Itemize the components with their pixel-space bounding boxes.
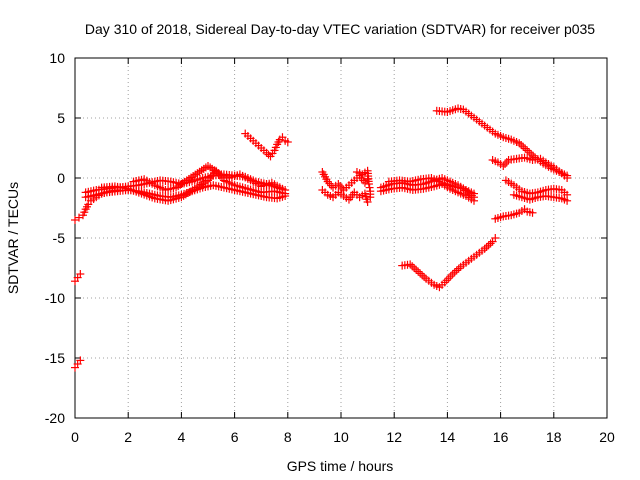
y-tick-label: -10 <box>45 290 65 306</box>
data-point <box>486 239 495 248</box>
x-tick-label: 4 <box>178 429 186 445</box>
x-axis-title: GPS time / hours <box>287 458 394 474</box>
data-point <box>363 198 372 206</box>
data-point <box>499 162 508 170</box>
data-point <box>454 264 463 273</box>
x-tick-label: 16 <box>493 429 509 445</box>
data-point <box>323 177 332 186</box>
x-tick-label: 0 <box>71 429 79 445</box>
series-right-low <box>491 205 537 223</box>
series-arc-6-8 <box>241 129 292 161</box>
series-band-0-c <box>97 166 290 205</box>
data-point <box>278 184 287 193</box>
chart-title: Day 310 of 2018, Sidereal Day-to-day VTE… <box>85 21 595 37</box>
data-point <box>365 183 374 192</box>
data-point <box>482 243 491 251</box>
y-axis: -20 -15 -10 -5 0 5 10 <box>45 50 607 426</box>
data-point <box>412 265 421 274</box>
data-point <box>414 267 423 276</box>
data-point <box>491 234 500 242</box>
data-point <box>502 158 511 166</box>
data-point <box>334 180 343 188</box>
series-cluster-10-c <box>352 166 375 202</box>
x-tick-label: 18 <box>546 429 562 445</box>
data-point <box>325 179 334 188</box>
data-point <box>408 262 417 271</box>
data-point <box>444 274 453 283</box>
grid <box>75 58 607 418</box>
data-point <box>452 266 461 275</box>
data-point <box>416 269 425 278</box>
series-high-arc <box>432 104 572 180</box>
series-start-low-15 <box>71 356 85 372</box>
data-point <box>446 272 455 281</box>
series-start-low-8 <box>71 270 85 286</box>
data-point <box>484 241 493 250</box>
data-point <box>406 260 415 269</box>
x-tick-label: 20 <box>599 429 615 445</box>
data-point <box>420 273 429 281</box>
data-point <box>264 150 273 159</box>
data-point <box>521 144 530 153</box>
y-tick-label: 10 <box>49 50 65 66</box>
x-tick-label: 8 <box>284 429 292 445</box>
data-point <box>528 208 537 217</box>
data-point <box>515 139 524 148</box>
data-point <box>470 193 478 202</box>
y-tick-label: -15 <box>45 350 65 366</box>
series-cluster-10-a <box>318 168 372 194</box>
data-point <box>523 146 532 155</box>
data-point <box>76 270 85 278</box>
data-point <box>283 138 292 146</box>
y-tick-label: -5 <box>53 230 66 246</box>
x-tick-label: 14 <box>440 429 456 445</box>
data-point <box>519 142 528 151</box>
x-tick-label: 10 <box>333 429 349 445</box>
data-point <box>480 244 489 253</box>
data-point <box>448 270 457 278</box>
y-axis-title: SDTVAR / TECUs <box>5 182 21 294</box>
x-axis: 0 2 4 6 8 10 12 14 16 18 20 <box>71 58 615 445</box>
series-right-band-b <box>509 190 572 205</box>
data-point <box>450 268 459 277</box>
data-point <box>281 189 290 198</box>
series-cluster-10-b <box>318 186 372 206</box>
x-tick-label: 6 <box>231 429 239 445</box>
series-band-12-15-c <box>384 174 478 202</box>
series-v-curve <box>398 234 500 292</box>
data-point <box>563 196 572 205</box>
data-point <box>442 276 451 285</box>
data-point <box>418 271 427 280</box>
x-tick-label: 12 <box>386 429 402 445</box>
series-mid-arc <box>488 153 572 182</box>
series-right-band-a <box>501 176 572 199</box>
y-tick-label: -20 <box>45 410 65 426</box>
y-tick-label: 0 <box>57 170 65 186</box>
x-tick-label: 2 <box>124 429 132 445</box>
data-point <box>527 150 536 158</box>
data-point <box>364 180 373 188</box>
data-point <box>366 193 375 202</box>
y-tick-label: 5 <box>57 110 65 126</box>
data-point <box>517 141 526 149</box>
series-band-0-d <box>129 162 287 194</box>
data-point <box>563 174 572 182</box>
data-point <box>529 151 538 160</box>
data-point <box>76 356 85 365</box>
data-points <box>71 104 572 372</box>
data-point <box>501 160 510 168</box>
data-point <box>410 264 419 272</box>
data-point <box>525 148 534 157</box>
data-point <box>336 182 345 190</box>
